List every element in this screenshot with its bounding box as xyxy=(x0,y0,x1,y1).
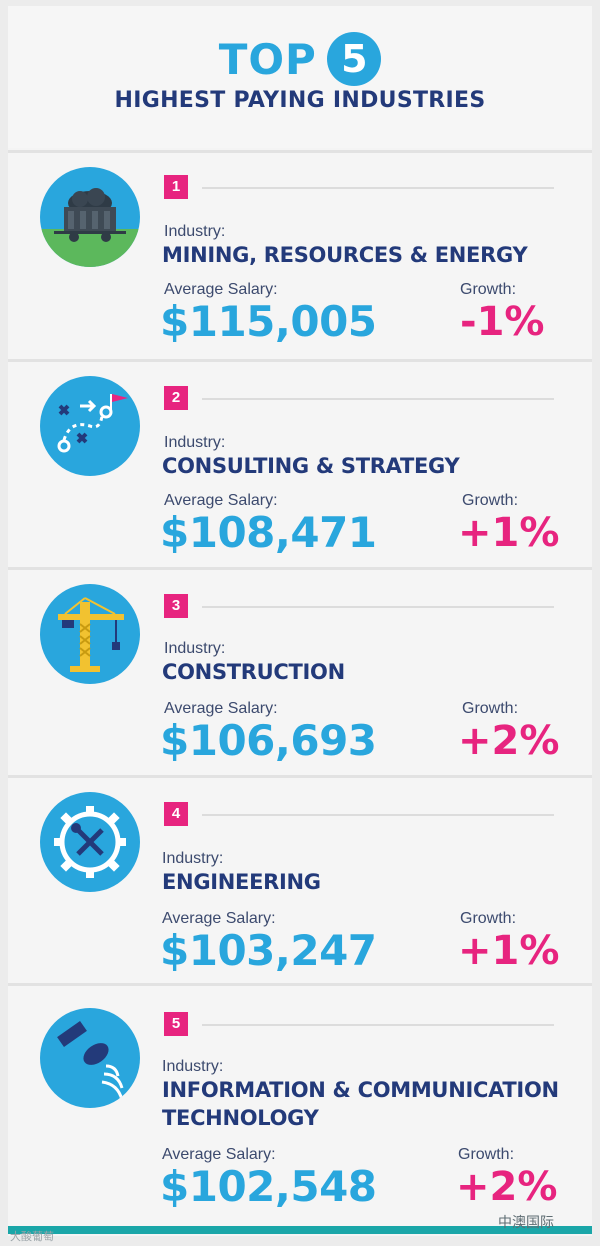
bottom-bar xyxy=(8,1226,592,1234)
growth-label: Growth: xyxy=(458,1146,515,1163)
industry-name-line: MINING, RESOURCES & ENERGY xyxy=(162,243,528,267)
industry-label: Industry: xyxy=(164,640,226,657)
growth-value: +2% xyxy=(456,1164,558,1210)
salary-value: $102,548 xyxy=(160,1162,377,1211)
industry-name-line: CONSTRUCTION xyxy=(162,660,345,684)
satellite-icon xyxy=(40,1008,140,1108)
salary-value: $115,005 xyxy=(160,297,377,346)
salary-value: $106,693 xyxy=(160,716,377,765)
rank-badge: 2 xyxy=(164,386,188,410)
industry-card-1: 1 Industry: MINING, RESOURCES & ENERGY A… xyxy=(8,150,592,359)
industry-card-5: 5 Industry: INFORMATION & COMMUNICATION … xyxy=(8,983,592,1229)
growth-value: +1% xyxy=(458,510,560,556)
watermark-left: 大酸葡萄 xyxy=(10,1231,54,1243)
industry-name-line: ENGINEERING xyxy=(162,870,321,894)
divider xyxy=(202,187,554,189)
growth-label: Growth: xyxy=(462,492,519,509)
growth-value: +2% xyxy=(458,718,560,764)
gear-tools-icon xyxy=(40,792,140,892)
industry-name: MINING, RESOURCES & ENERGY xyxy=(162,241,528,269)
crane-icon xyxy=(40,584,140,684)
industry-name: ENGINEERING xyxy=(162,868,321,896)
growth-label: Growth: xyxy=(462,700,519,717)
salary-label: Average Salary: xyxy=(164,700,278,717)
divider xyxy=(202,1024,554,1026)
rank-badge: 3 xyxy=(164,594,188,618)
industry-card-3: 3 Industry: CONSTRUCTION Average Salary:… xyxy=(8,567,592,775)
salary-value: $108,471 xyxy=(160,508,377,557)
industry-name: CONSULTING & STRATEGY xyxy=(162,452,460,480)
growth-value: +1% xyxy=(458,928,560,974)
industry-name: INFORMATION & COMMUNICATION TECHNOLOGY xyxy=(162,1076,559,1132)
divider xyxy=(202,398,554,400)
salary-label: Average Salary: xyxy=(164,281,278,298)
title-top: TOP xyxy=(218,34,317,84)
mine-cart-icon xyxy=(40,167,140,267)
industry-card-2: 2 Industry: CONSULTING & STRATEGY Averag… xyxy=(8,359,592,567)
growth-value: -1% xyxy=(460,299,545,345)
industry-label: Industry: xyxy=(162,1058,224,1075)
strategy-icon xyxy=(40,376,140,476)
industry-label: Industry: xyxy=(164,434,226,451)
infographic: TOP 5 HIGHEST PAYING INDUSTRIES 1 Indust… xyxy=(8,6,592,1236)
rank-badge: 5 xyxy=(164,1012,188,1036)
salary-label: Average Salary: xyxy=(162,910,276,927)
title-number-badge: 5 xyxy=(327,32,382,86)
growth-label: Growth: xyxy=(460,281,517,298)
title-row: TOP 5 xyxy=(8,32,592,86)
rank-badge: 1 xyxy=(164,175,188,199)
industry-name-line: TECHNOLOGY xyxy=(162,1106,319,1130)
divider xyxy=(202,814,554,816)
subtitle: HIGHEST PAYING INDUSTRIES xyxy=(114,88,486,113)
industry-name-line: CONSULTING & STRATEGY xyxy=(162,454,460,478)
rank-badge: 4 xyxy=(164,802,188,826)
industry-name: CONSTRUCTION xyxy=(162,658,345,686)
industry-card-4: 4 Industry: ENGINEERING Average Salary: … xyxy=(8,775,592,983)
divider xyxy=(202,606,554,608)
industry-label: Industry: xyxy=(162,850,224,867)
industry-label: Industry: xyxy=(164,223,226,240)
salary-value: $103,247 xyxy=(160,926,377,975)
salary-label: Average Salary: xyxy=(162,1146,276,1163)
salary-label: Average Salary: xyxy=(164,492,278,509)
growth-label: Growth: xyxy=(460,910,517,927)
watermark-right: 中澳国际 xyxy=(498,1214,554,1230)
industry-name-line: INFORMATION & COMMUNICATION xyxy=(162,1078,559,1102)
header: TOP 5 HIGHEST PAYING INDUSTRIES xyxy=(8,6,592,148)
